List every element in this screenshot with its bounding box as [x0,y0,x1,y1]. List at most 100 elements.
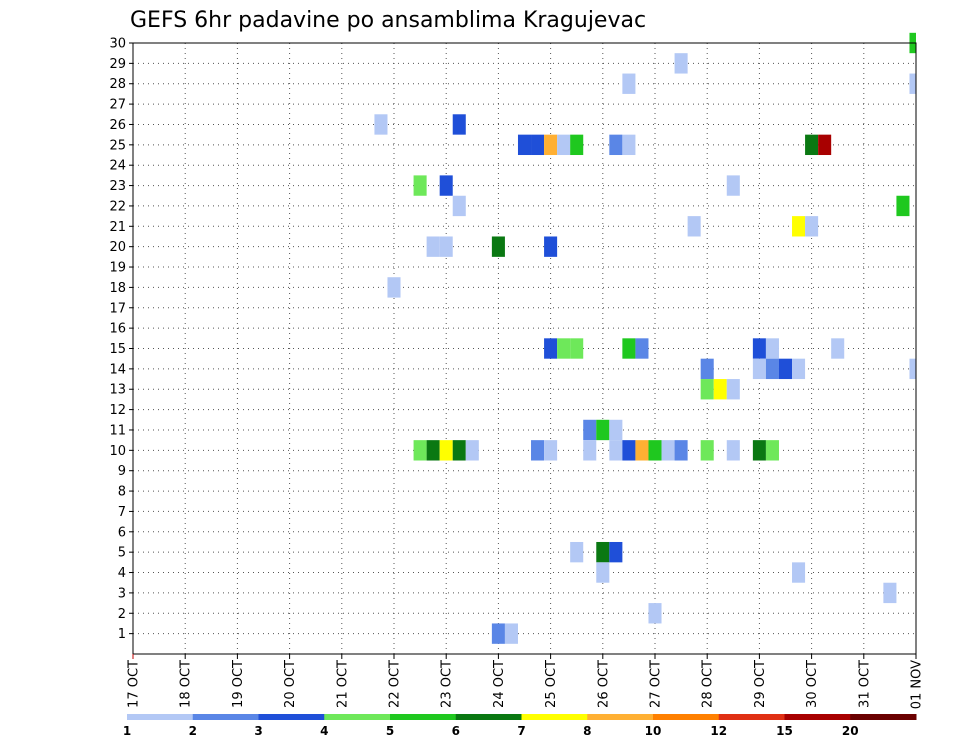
colorbar-tick-label: 10 [645,724,662,738]
heatmap-cell [531,134,545,156]
heatmap-cell [752,338,766,359]
heatmap-cell [792,562,806,583]
heatmap-cell [635,338,649,359]
heatmap-cell [439,440,453,461]
heatmap-cell [674,53,688,74]
colorbar-segment [258,714,325,720]
heatmap-cell [765,358,779,380]
y-tick-label: 23 [109,179,126,194]
heatmap-cell [831,338,845,359]
heatmap-cell [674,440,688,461]
heatmap-cell [596,562,610,583]
y-tick-label: 6 [118,525,126,540]
x-tick-label: 17 OCT [127,660,142,708]
y-tick-label: 21 [109,220,126,235]
heatmap-cell [792,216,806,237]
heatmap-cell [452,195,466,217]
colorbar-segment [192,714,259,720]
heatmap-cell [883,582,897,604]
heatmap-cell [909,358,916,380]
heatmap-cell [544,440,558,461]
heatmap-cell [687,216,701,237]
heatmap-cell [726,379,740,400]
y-tick-label: 15 [109,342,126,357]
heatmap-cell [700,358,714,380]
heatmap-cell [413,175,427,196]
x-tick-label: 01 NOV [910,660,925,709]
colorbar-tick-label: 1 [123,724,131,738]
colorbar-segment [587,714,654,720]
y-tick-label: 19 [109,261,126,276]
x-tick-label: 29 OCT [753,660,768,708]
heatmap-cell [752,440,766,461]
y-tick-label: 18 [109,281,126,296]
heatmap-cell [596,419,610,441]
grid-lines [133,43,916,654]
x-tick-label: 22 OCT [388,660,403,708]
heatmap-cell [491,236,505,257]
heatmap-cell [387,277,401,298]
colorbar-tick-label: 2 [189,724,197,738]
heatmap-cell [726,440,740,461]
x-tick-label: 27 OCT [649,660,664,708]
colorbar-segment [850,714,917,720]
x-tick-label: 30 OCT [805,660,820,708]
heatmap-cell [765,338,779,359]
x-tick-label: 19 OCT [231,660,246,708]
y-tick-label: 13 [109,383,126,398]
heatmap-cell [805,134,819,156]
colorbar-tick-label: 4 [320,724,328,738]
heatmap-cell [609,419,623,441]
y-tick-label: 16 [109,322,126,337]
heatmap-cell [792,358,806,380]
heatmap-cell [609,134,623,156]
y-tick-label: 22 [109,199,126,214]
heatmap-cell [909,73,916,94]
heatmap-cell [609,541,623,563]
heatmap-cell [778,358,793,380]
colorbar-segment [390,714,457,720]
y-tick-label: 29 [109,57,126,72]
heatmap-cell [765,440,779,461]
heatmap-cell [661,440,675,461]
heatmap-cell [622,134,636,156]
x-tick-label: 18 OCT [179,660,194,708]
y-tick-label: 9 [118,464,126,479]
heatmap-cell [713,379,727,400]
x-tick-label: 26 OCT [596,660,611,708]
x-tick-label: 20 OCT [283,660,298,708]
heatmap-cell [635,440,649,461]
y-tick-label: 7 [118,505,126,520]
heatmap-cell [896,195,910,217]
colorbar-segment [521,714,588,720]
y-tick-label: 14 [109,362,126,377]
heatmap-cell [596,541,610,563]
heatmap-cell [491,623,505,644]
x-tick-label: 25 OCT [544,660,559,708]
y-tick-label: 2 [118,607,126,622]
y-tick-label: 30 [109,37,126,52]
colorbar-segment [653,714,720,720]
colorbar-tick-label: 15 [776,724,793,738]
heatmap-cell [570,134,584,156]
x-tick-label: 23 OCT [440,660,455,708]
heatmap-cell [818,134,832,156]
heatmap-cell [413,440,427,461]
heatmap-cell [452,114,466,135]
heatmap-cell [648,603,662,624]
heatmap-cell [426,236,440,257]
y-tick-label: 28 [109,77,126,92]
heatmap-cell [700,440,714,461]
heatmap-cell [583,419,597,441]
heatmap-cell [609,440,623,461]
heatmap-cell [752,358,766,380]
y-tick-label: 17 [109,301,126,316]
heatmap-cell [726,175,740,196]
heatmap-cell [544,134,558,156]
heatmap-cell [622,440,636,461]
x-tick-label: 24 OCT [492,660,507,708]
colorbar-tick-label: 12 [710,724,727,738]
y-tick-label: 3 [118,586,126,601]
heatmap-cell [531,440,545,461]
heatmap-cell [583,440,597,461]
